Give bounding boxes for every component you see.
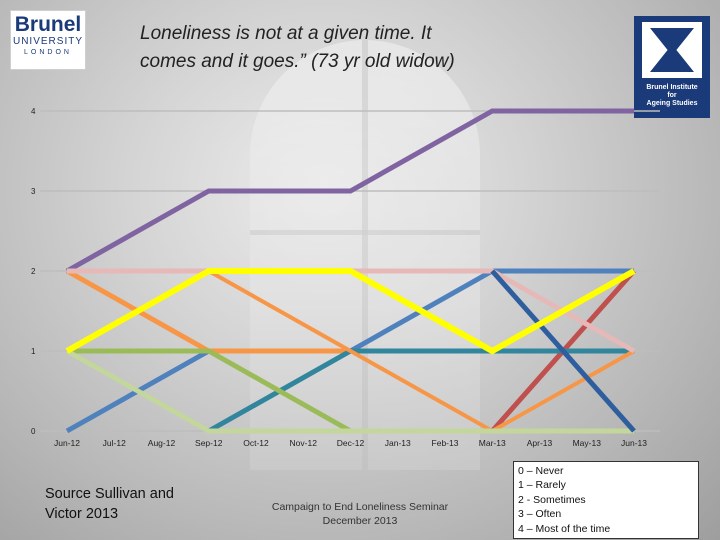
- bias-label-line-2: for: [667, 92, 677, 99]
- source-line-2: Victor 2013: [45, 506, 119, 522]
- brunel-logo-london: LONDON: [24, 49, 72, 56]
- legend-item-2: 2 - Sometimes: [518, 493, 586, 506]
- x-tick-label: Apr-13: [527, 438, 553, 448]
- legend-item-0: 0 – Never: [518, 465, 564, 477]
- source-note: Source Sullivan and Victor 2013: [45, 484, 215, 524]
- campaign-line-2: December 2013: [322, 515, 398, 527]
- y-tick-label: 4: [31, 107, 36, 116]
- x-tick-label: May-13: [573, 438, 602, 448]
- series-line-7: [67, 348, 634, 434]
- campaign-line-1: Campaign to End Loneliness Seminar: [271, 501, 449, 513]
- series-line-6: [67, 268, 636, 354]
- x-tick-label: Nov-12: [290, 438, 318, 448]
- x-tick-label: Feb-13: [432, 438, 459, 448]
- bias-emblem-icon: [642, 22, 702, 78]
- campaign-note: Campaign to End Loneliness Seminar Decem…: [262, 500, 458, 528]
- chart-series: [65, 108, 636, 434]
- x-tick-label: Oct-12: [243, 438, 269, 448]
- chart-labels: 0 1 2 3 4 Jun-12 Jul-12 Aug-12 Sep-12 Oct-12 Nov-1…: [31, 107, 647, 448]
- series-line-9: [490, 269, 636, 433]
- series-line-0: [65, 108, 634, 274]
- series-line-8: [65, 348, 634, 434]
- y-tick-label: 3: [31, 187, 36, 196]
- slide-title: Loneliness is not at a given time. It co…: [140, 20, 560, 76]
- legend-item-1: 1 – Rarely: [518, 479, 566, 492]
- y-tick-label: 2: [31, 267, 36, 276]
- series-line-5: [207, 269, 635, 434]
- x-tick-label: Dec-12: [337, 438, 365, 448]
- bias-label-line-3: Ageing Studies: [646, 100, 698, 107]
- y-tick-label: 0: [31, 427, 36, 436]
- x-tick-label: Jan-13: [385, 438, 411, 448]
- series-line-3: [65, 268, 634, 354]
- scale-legend: 0 – Never 1 – Rarely 2 - Sometimes 3 – O…: [513, 461, 699, 539]
- x-tick-label: Jun-13: [621, 438, 647, 448]
- x-tick-label: Mar-13: [479, 438, 506, 448]
- legend-item-4: 4 – Most of the time: [518, 522, 611, 535]
- title-line-1: Loneliness is not at a given time. It: [140, 23, 432, 44]
- source-line-1: Source Sullivan and: [45, 486, 174, 502]
- x-tick-label: Jul-12: [103, 438, 126, 448]
- bias-logo: B I A S Brunel Institute for Ageing Stud…: [634, 16, 710, 118]
- bias-label-line-1: Brunel Institute: [646, 84, 698, 91]
- x-tick-label: Jun-12: [54, 438, 80, 448]
- x-tick-label: Sep-12: [195, 438, 223, 448]
- title-line-2: comes and it goes.” (73 yr old widow): [140, 51, 455, 72]
- x-tick-label: Aug-12: [148, 438, 176, 448]
- brunel-logo-word: Brunel: [14, 13, 82, 36]
- brunel-university-logo: Brunel UNIVERSITY LONDON: [10, 10, 86, 70]
- y-tick-label: 1: [31, 347, 36, 356]
- brunel-logo-university: UNIVERSITY: [12, 36, 83, 47]
- series-line-10: [65, 268, 636, 355]
- legend-item-3: 3 – Often: [518, 508, 562, 521]
